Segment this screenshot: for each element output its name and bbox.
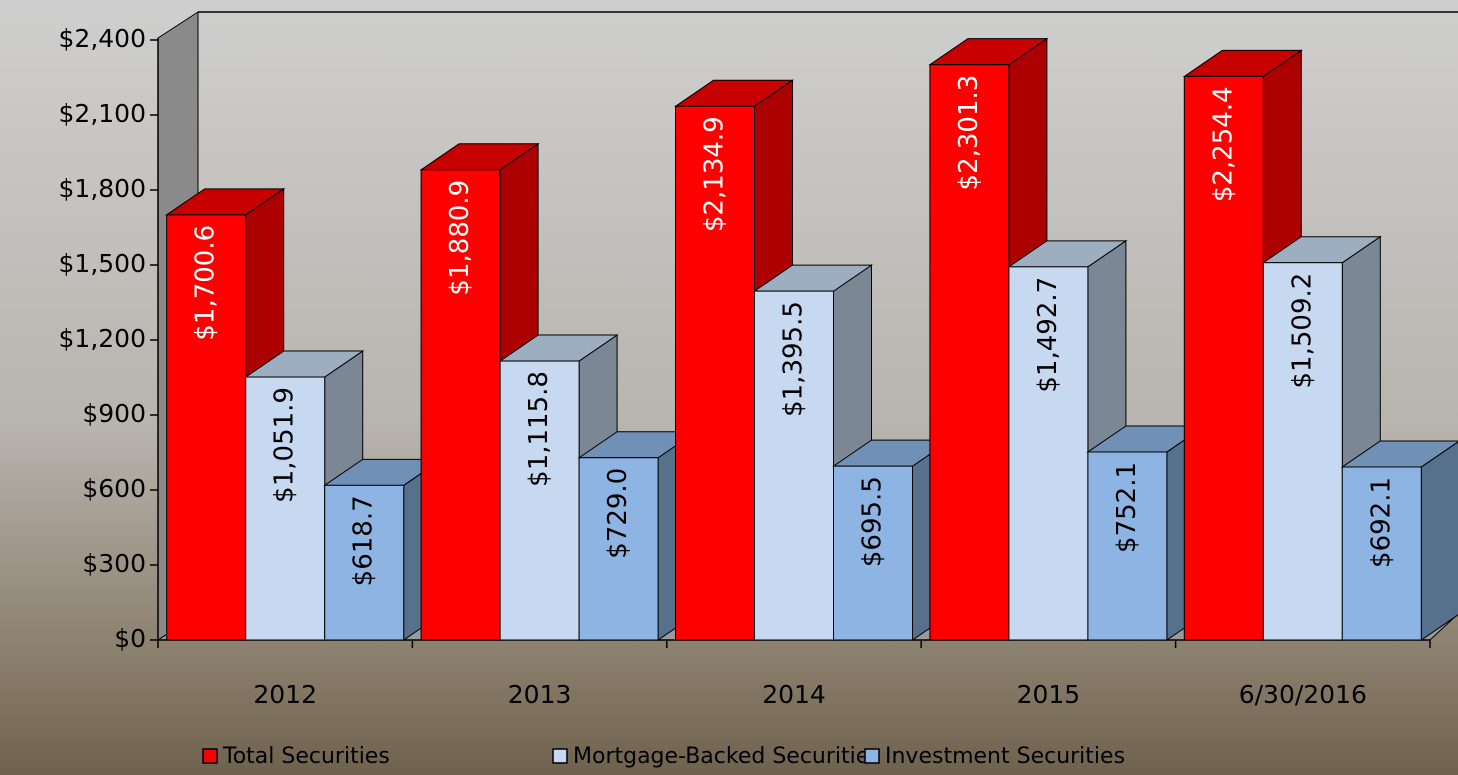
value-label: $1,395.5: [779, 301, 809, 417]
bar-side: [1420, 441, 1458, 641]
bar: [1262, 262, 1343, 641]
legend-label: Total Securities: [222, 744, 390, 769]
bar: [1087, 451, 1168, 641]
legend-marker: [202, 748, 218, 764]
value-label: $618.7: [349, 495, 379, 586]
value-label: $2,301.3: [954, 75, 984, 191]
bar: [675, 105, 755, 641]
y-tick-label: $1,800: [59, 174, 146, 203]
x-tick-label: 2012: [253, 680, 317, 709]
value-label: $2,134.9: [700, 116, 730, 232]
bar: [324, 484, 405, 641]
bar: [1341, 466, 1422, 641]
bar: [420, 169, 501, 641]
legend-marker: [552, 748, 568, 764]
value-label: $695.5: [858, 476, 888, 567]
y-tick-label: $900: [82, 399, 146, 428]
bar: [166, 214, 247, 641]
bar: [499, 360, 580, 641]
legend-label: Investment Securities: [885, 744, 1125, 769]
value-label: $1,509.2: [1287, 273, 1317, 389]
x-tick-label: 6/30/2016: [1239, 680, 1367, 709]
value-label: $1,492.7: [1033, 277, 1063, 393]
bar: [754, 290, 834, 641]
y-tick-label: $2,100: [59, 99, 146, 128]
value-label: $692.1: [1366, 477, 1396, 568]
bar: [929, 64, 1010, 641]
x-tick-label: 2015: [1017, 680, 1081, 709]
value-label: $1,115.8: [524, 371, 554, 487]
bar: [245, 376, 326, 641]
y-tick-label: $600: [82, 474, 146, 503]
legend-marker: [864, 748, 880, 764]
value-label: $752.1: [1112, 462, 1142, 553]
bar: [578, 457, 659, 641]
bar: [1183, 75, 1264, 641]
y-tick-label: $1,200: [59, 324, 146, 353]
value-label: $729.0: [603, 468, 633, 559]
value-label: $1,051.9: [270, 387, 300, 503]
y-tick-label: $300: [82, 549, 146, 578]
value-label: $1,880.9: [445, 180, 475, 296]
y-tick-label: $2,400: [59, 24, 146, 53]
value-label: $2,254.4: [1208, 86, 1238, 202]
x-tick-label: 2014: [762, 680, 826, 709]
legend-label: Mortgage-Backed Securities: [573, 744, 881, 769]
bar: [833, 465, 913, 641]
y-tick-label: $0: [114, 624, 146, 653]
y-tick-label: $1,500: [59, 249, 146, 278]
value-label: $1,700.6: [191, 225, 221, 341]
x-tick-label: 2013: [508, 680, 572, 709]
